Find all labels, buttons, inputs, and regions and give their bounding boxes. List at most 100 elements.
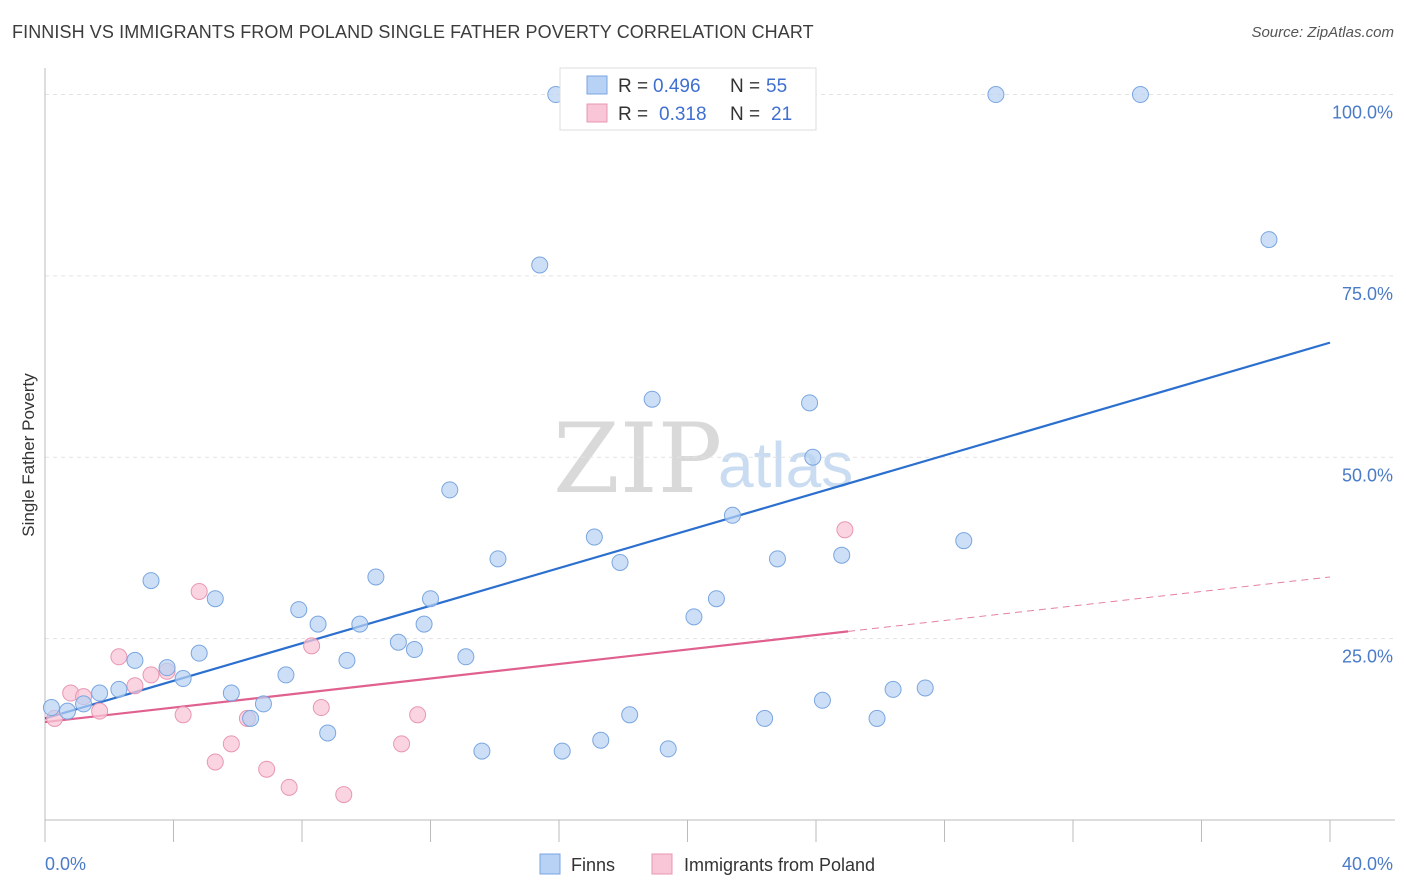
point-finns: [592, 731, 610, 749]
point-poland: [142, 666, 160, 684]
point-finns: [142, 572, 160, 590]
point-poland: [206, 753, 224, 771]
point-finns: [1260, 231, 1278, 249]
watermark-zip: ZIP: [553, 403, 722, 515]
y-tick-label: 75.0%: [1342, 284, 1393, 304]
point-finns: [768, 550, 786, 568]
point-finns: [338, 651, 356, 669]
point-poland: [174, 706, 192, 724]
point-poland: [393, 735, 411, 753]
point-finns: [833, 546, 851, 564]
point-poland: [836, 521, 854, 539]
point-finns: [422, 590, 439, 608]
legend-n-value-2: 21: [771, 104, 792, 125]
point-finns: [367, 568, 385, 586]
legend-n-label-1: N =: [730, 76, 760, 97]
watermark: ZIP atlas: [553, 403, 853, 515]
point-finns: [415, 615, 433, 633]
point-finns: [206, 590, 224, 608]
trend-line-poland: [44, 630, 849, 724]
point-finns: [685, 608, 703, 626]
point-finns: [987, 86, 1005, 104]
point-finns: [611, 553, 629, 571]
point-poland: [126, 677, 144, 695]
bottom-legend-finns: Finns: [571, 855, 615, 875]
x-tick-label-max: 40.0%: [1342, 854, 1393, 874]
chart-title: FINNISH VS IMMIGRANTS FROM POLAND SINGLE…: [12, 22, 814, 42]
point-poland: [258, 760, 276, 778]
point-finns: [531, 256, 549, 274]
y-axis-label: Single Father Poverty: [19, 373, 38, 537]
point-poland: [91, 702, 109, 720]
legend-n-label-2: N =: [730, 104, 760, 125]
point-finns: [707, 590, 725, 608]
legend-swatch-finns: [586, 75, 608, 95]
legend-r-label-2: R =: [618, 104, 648, 125]
point-finns: [659, 740, 677, 758]
legend-swatch-poland: [586, 103, 608, 123]
point-poland: [303, 637, 321, 655]
point-poland: [280, 778, 298, 796]
legend: R = 0.496 N = 55 R = 0.318 N = 21: [559, 67, 817, 131]
point-finns: [553, 742, 571, 760]
point-finns: [389, 633, 407, 651]
point-finns: [91, 684, 109, 702]
point-finns: [58, 702, 76, 720]
point-finns: [884, 680, 902, 698]
point-poland: [110, 648, 128, 666]
point-finns: [473, 742, 491, 760]
point-finns: [158, 659, 176, 677]
point-finns: [916, 679, 934, 697]
bottom-legend-swatch-poland: [651, 853, 673, 875]
trend-line-poland-extrapolated: [848, 576, 1331, 632]
point-finns: [723, 506, 741, 524]
point-finns: [254, 695, 272, 713]
point-finns: [126, 651, 144, 669]
bottom-legend-swatch-finns: [539, 853, 561, 875]
point-poland: [312, 699, 330, 717]
y-tick-label: 25.0%: [1342, 647, 1393, 667]
data-points: [42, 86, 1278, 804]
point-finns: [190, 644, 208, 662]
point-finns: [277, 666, 295, 684]
legend-n-value-1: 55: [766, 76, 787, 97]
point-finns: [756, 709, 774, 727]
point-poland: [409, 706, 427, 724]
point-finns: [489, 550, 507, 568]
point-finns: [621, 706, 639, 724]
point-finns: [585, 528, 603, 546]
point-finns: [42, 699, 60, 717]
point-poland: [335, 786, 353, 804]
point-finns: [222, 684, 240, 702]
point-finns: [801, 394, 819, 412]
y-tick-label: 100.0%: [1332, 103, 1393, 123]
point-finns: [441, 481, 459, 499]
source-label: Source: ZipAtlas.com: [1251, 24, 1394, 41]
point-finns: [351, 615, 369, 633]
point-poland: [190, 582, 208, 600]
bottom-legend: Finns Immigrants from Poland: [539, 853, 875, 875]
point-finns: [110, 680, 128, 698]
point-finns: [319, 724, 337, 742]
point-finns: [309, 615, 327, 633]
bottom-legend-poland: Immigrants from Poland: [684, 855, 875, 875]
y-tick-label: 50.0%: [1342, 465, 1393, 485]
legend-r-label-1: R =: [618, 76, 648, 97]
trend-lines: [44, 341, 1331, 724]
point-finns: [813, 691, 831, 709]
axes: 25.0% 50.0% 75.0% 100.0% 0.0% 40.0%: [44, 68, 1395, 874]
watermark-atlas: atlas: [718, 429, 853, 501]
point-poland: [222, 735, 240, 753]
point-finns: [643, 390, 661, 408]
trend-line-finns: [44, 341, 1331, 720]
point-finns: [174, 670, 192, 688]
point-finns: [457, 648, 475, 666]
point-finns: [75, 695, 93, 713]
point-finns: [290, 601, 308, 619]
point-finns: [1131, 86, 1149, 104]
legend-r-value-1: 0.496: [653, 76, 701, 97]
point-finns: [804, 448, 822, 466]
point-finns: [955, 532, 973, 550]
point-finns: [868, 709, 886, 727]
